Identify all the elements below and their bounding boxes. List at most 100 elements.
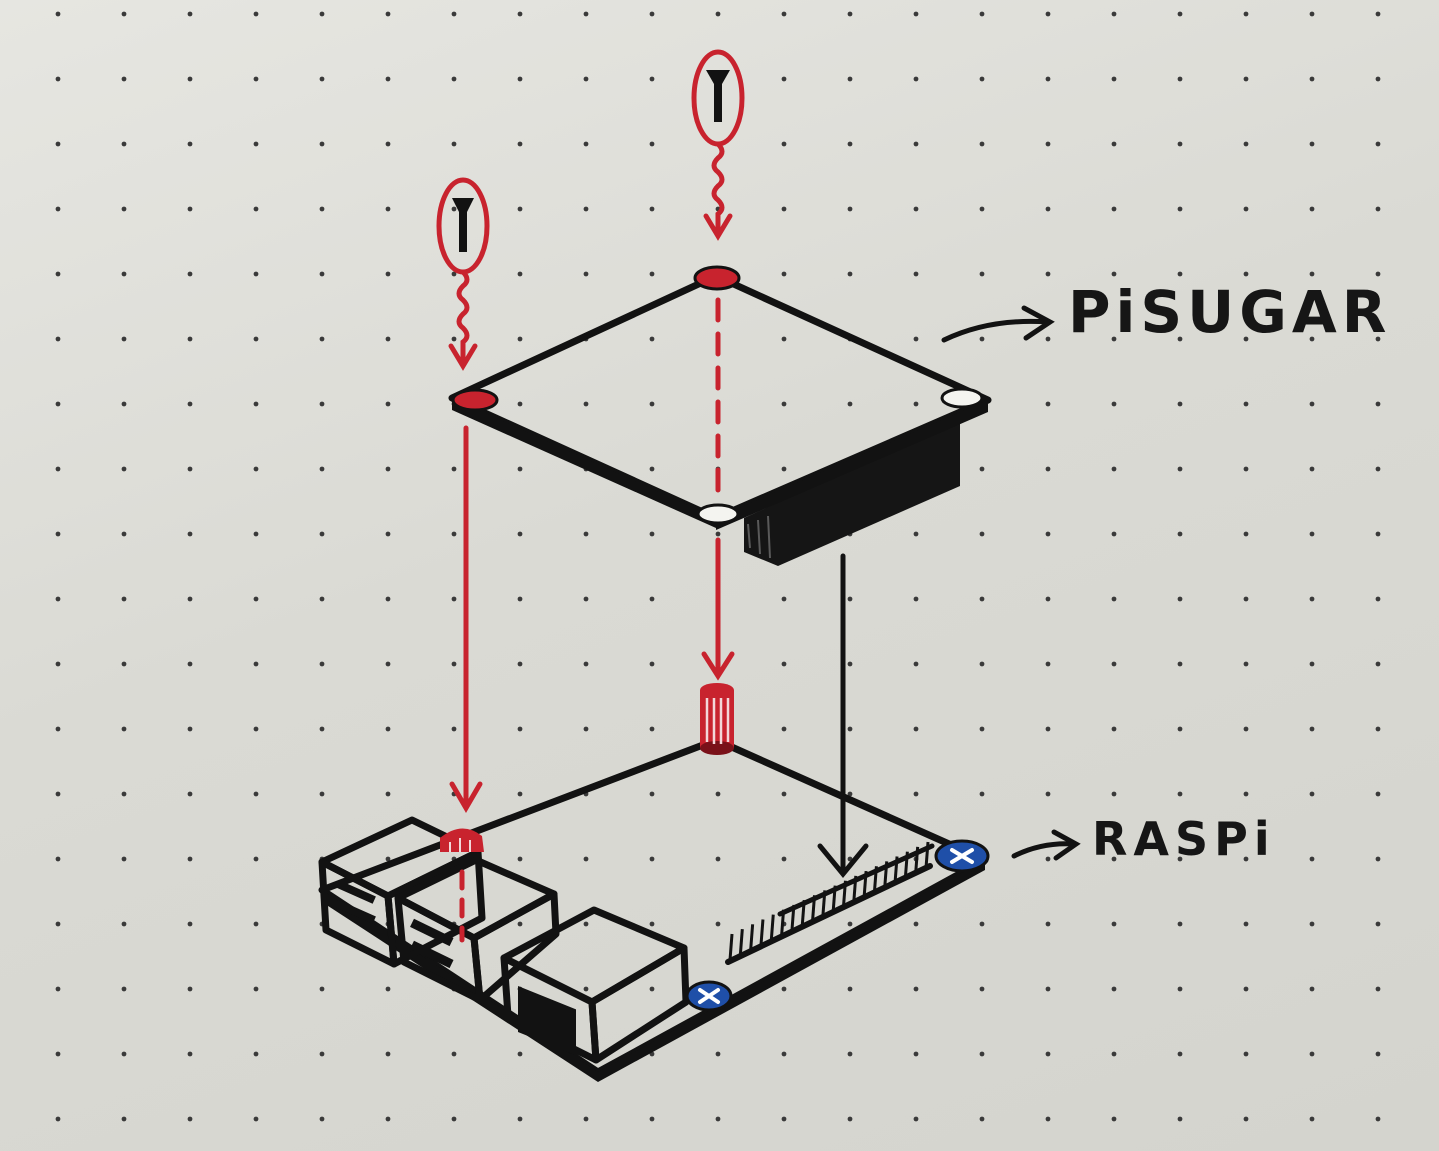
grid-dot (121, 141, 127, 147)
grid-dot (517, 921, 523, 927)
grid-dot (451, 11, 457, 17)
grid-dot (385, 791, 391, 797)
grid-dot (1177, 986, 1183, 992)
grid-dot (1309, 531, 1315, 537)
grid-dot (451, 206, 457, 212)
grid-dot (781, 141, 787, 147)
grid-dot (913, 271, 919, 277)
grid-dot (979, 986, 985, 992)
grid-dot (253, 76, 259, 82)
grid-dot (121, 1051, 127, 1057)
grid-dot (913, 726, 919, 732)
grid-dot (1309, 401, 1315, 407)
grid-dot (649, 921, 655, 927)
standoff-icon (440, 828, 484, 852)
grid-dot (649, 596, 655, 602)
grid-dot (1045, 1051, 1051, 1057)
grid-dot (253, 1051, 259, 1057)
grid-dot (121, 11, 127, 17)
grid-dot (253, 1116, 259, 1122)
grid-dot (1243, 141, 1249, 147)
grid-dot (55, 791, 61, 797)
raspi-board-edge-right (598, 860, 985, 1082)
standoff-icon (700, 683, 734, 755)
grid-dot (385, 856, 391, 862)
grid-dot (1045, 271, 1051, 277)
grid-dot (187, 141, 193, 147)
grid-dot (451, 726, 457, 732)
grid-dot (649, 1116, 655, 1122)
grid-dot (253, 986, 259, 992)
grid-dot (121, 1116, 127, 1122)
grid-dot (583, 596, 589, 602)
grid-dot (1243, 726, 1249, 732)
grid-dot (187, 986, 193, 992)
grid-dot (1177, 401, 1183, 407)
grid-dot (1309, 1051, 1315, 1057)
grid-dot (583, 531, 589, 537)
grid-dot (451, 271, 457, 277)
grid-dot (781, 661, 787, 667)
mounting-hole-icon (696, 503, 740, 525)
grid-dot (55, 921, 61, 927)
pisugar-board (448, 265, 992, 566)
grid-dot (913, 336, 919, 342)
grid-dot (1177, 856, 1183, 862)
grid-dot (385, 206, 391, 212)
grid-dot (253, 271, 259, 277)
grid-dot (1243, 531, 1249, 537)
grid-dot (1243, 791, 1249, 797)
gpio-pin (841, 880, 847, 907)
grid-dot (583, 76, 589, 82)
grid-dot (649, 11, 655, 17)
grid-dot (385, 466, 391, 472)
grid-dot (1375, 1116, 1381, 1122)
grid-dot (1111, 1116, 1117, 1122)
grid-dot (451, 76, 457, 82)
grid-dot (1177, 726, 1183, 732)
grid-dot (121, 401, 127, 407)
grid-dot (253, 206, 259, 212)
grid-dot (1045, 141, 1051, 147)
grid-dot (121, 596, 127, 602)
gpio-pin (759, 919, 765, 946)
grid-dot (55, 271, 61, 277)
grid-dot (121, 76, 127, 82)
grid-dot (913, 531, 919, 537)
grid-dot (517, 141, 523, 147)
grid-dot (1111, 271, 1117, 277)
grid-dot (451, 1051, 457, 1057)
grid-dot (913, 1116, 919, 1122)
grid-dot (187, 531, 193, 537)
grid-dot (847, 206, 853, 212)
grid-dot (517, 401, 523, 407)
grid-dot (187, 401, 193, 407)
grid-dot (715, 921, 721, 927)
grid-dot (121, 531, 127, 537)
grid-dot (781, 791, 787, 797)
grid-dot (517, 76, 523, 82)
grid-dot (319, 466, 325, 472)
grid-dot (253, 401, 259, 407)
grid-dot (55, 986, 61, 992)
grid-dot (1375, 141, 1381, 147)
grid-dot (121, 336, 127, 342)
grid-dot (847, 271, 853, 277)
grid-dot (517, 596, 523, 602)
grid-dot (913, 596, 919, 602)
grid-dot (1375, 726, 1381, 732)
grid-dot (1111, 726, 1117, 732)
grid-dot (1045, 986, 1051, 992)
grid-dot (847, 11, 853, 17)
grid-dot (1243, 596, 1249, 602)
grid-dot (517, 271, 523, 277)
grid-dot (781, 1116, 787, 1122)
grid-dot (1045, 466, 1051, 472)
grid-dot (385, 986, 391, 992)
grid-dot (979, 271, 985, 277)
grid-dot (1243, 76, 1249, 82)
grid-dot (1111, 986, 1117, 992)
grid-dot (517, 1051, 523, 1057)
grid-dot (55, 1051, 61, 1057)
